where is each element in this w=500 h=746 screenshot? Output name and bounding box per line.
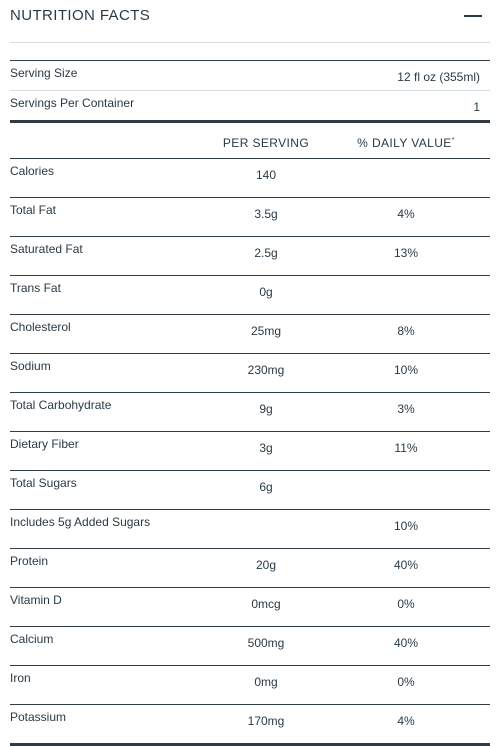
table-row: Trans Fat 0g	[10, 275, 490, 315]
table-row: Calcium 500mg 40%	[10, 626, 490, 666]
serving-size-value: 12 fl oz (355ml)	[397, 70, 480, 84]
per-serving-value	[210, 509, 322, 549]
per-serving-value: 170mg	[210, 704, 322, 746]
daily-value-percent	[322, 158, 490, 198]
nutrient-name: Total Carbohydrate	[10, 392, 210, 432]
daily-value-percent: 4%	[322, 704, 490, 746]
nutrient-name: Sodium	[10, 353, 210, 393]
table-row: Total Sugars 6g	[10, 470, 490, 510]
nutrient-name: Total Sugars	[10, 470, 210, 510]
serving-size-row: Serving Size 12 fl oz (355ml)	[10, 61, 490, 91]
panel-title: NUTRITION FACTS	[10, 7, 151, 24]
nutrient-name: Total Fat	[10, 197, 210, 237]
per-serving-value: 20g	[210, 548, 322, 588]
per-serving-value: 9g	[210, 392, 322, 432]
table-row: Potassium 170mg 4%	[10, 704, 490, 746]
nutrient-name: Protein	[10, 548, 210, 588]
nutrient-name: Calcium	[10, 626, 210, 666]
table-header-row: PER SERVING % DAILY VALUE*	[10, 128, 490, 159]
daily-value-percent: 4%	[322, 197, 490, 237]
per-serving-value: 230mg	[210, 353, 322, 393]
daily-value-percent: 40%	[322, 626, 490, 666]
per-serving-value: 0mg	[210, 665, 322, 705]
thick-divider	[10, 120, 490, 123]
table-row: Saturated Fat 2.5g 13%	[10, 236, 490, 276]
nutrient-name: Iron	[10, 665, 210, 705]
table-row: Sodium 230mg 10%	[10, 353, 490, 393]
minus-icon[interactable]	[464, 8, 482, 24]
table-row: Calories 140	[10, 158, 490, 198]
column-header-daily-value: % DAILY VALUE*	[322, 128, 490, 159]
table-row: Cholesterol 25mg 8%	[10, 314, 490, 354]
column-header-per-serving: PER SERVING	[210, 128, 322, 159]
per-serving-value: 25mg	[210, 314, 322, 354]
table-row: Total Carbohydrate 9g 3%	[10, 392, 490, 432]
table-row: Dietary Fiber 3g 11%	[10, 431, 490, 471]
table-row: Vitamin D 0mcg 0%	[10, 587, 490, 627]
nutrition-facts-panel: NUTRITION FACTS Serving Size 12 fl oz (3…	[10, 0, 490, 746]
daily-value-percent: 3%	[322, 392, 490, 432]
footnote-mark: *	[451, 137, 455, 144]
nutrient-name: Dietary Fiber	[10, 431, 210, 471]
divider	[10, 60, 490, 61]
per-serving-value: 0g	[210, 275, 322, 315]
per-serving-value: 3g	[210, 431, 322, 471]
table-row: Protein 20g 40%	[10, 548, 490, 588]
table-row: Total Fat 3.5g 4%	[10, 197, 490, 237]
daily-value-percent: 0%	[322, 587, 490, 627]
daily-value-percent: 0%	[322, 665, 490, 705]
column-header-nutrient	[10, 128, 210, 159]
daily-value-percent: 10%	[322, 353, 490, 393]
divider	[10, 90, 490, 91]
servings-per-container-row: Servings Per Container 1	[10, 91, 490, 121]
daily-value-percent: 8%	[322, 314, 490, 354]
nutrient-name: Vitamin D	[10, 587, 210, 627]
servings-per-container-value: 1	[473, 100, 480, 114]
daily-value-header-text: % DAILY VALUE	[357, 136, 452, 150]
table-row: Iron 0mg 0%	[10, 665, 490, 705]
serving-size-label: Serving Size	[10, 66, 78, 80]
table-row: Includes 5g Added Sugars 10%	[10, 509, 490, 549]
nutrient-name: Includes 5g Added Sugars	[10, 509, 210, 549]
servings-per-container-label: Servings Per Container	[10, 96, 135, 110]
per-serving-value: 6g	[210, 470, 322, 510]
nutrient-name: Calories	[10, 158, 210, 198]
nutrient-name: Potassium	[10, 704, 210, 746]
nutrient-name: Saturated Fat	[10, 236, 210, 276]
per-serving-value: 2.5g	[210, 236, 322, 276]
daily-value-percent: 13%	[322, 236, 490, 276]
daily-value-percent	[322, 275, 490, 315]
panel-header[interactable]: NUTRITION FACTS	[10, 0, 490, 36]
per-serving-value: 500mg	[210, 626, 322, 666]
nutrition-table: PER SERVING % DAILY VALUE* Calories 140 To…	[10, 128, 490, 746]
nutrient-name: Trans Fat	[10, 275, 210, 315]
per-serving-value: 0mcg	[210, 587, 322, 627]
per-serving-value: 3.5g	[210, 197, 322, 237]
daily-value-percent	[322, 470, 490, 510]
daily-value-percent: 11%	[322, 431, 490, 471]
daily-value-percent: 40%	[322, 548, 490, 588]
divider	[10, 42, 490, 43]
daily-value-percent: 10%	[322, 509, 490, 549]
per-serving-value: 140	[210, 158, 322, 198]
nutrient-name: Cholesterol	[10, 314, 210, 354]
